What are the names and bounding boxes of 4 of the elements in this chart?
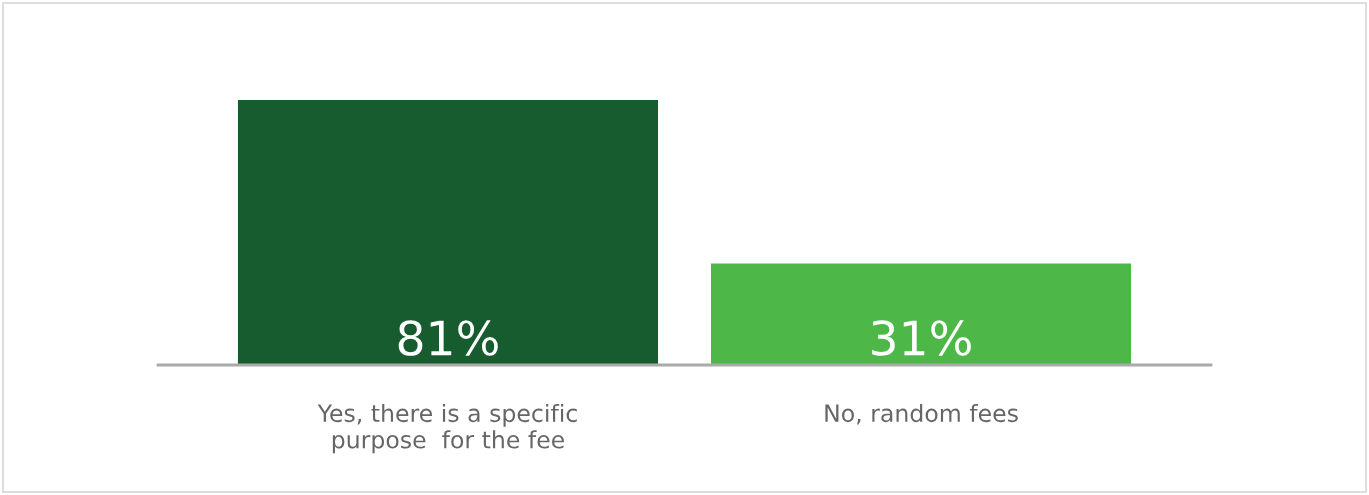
x-tick-label: No, random fees	[825, 403, 1018, 425]
data-label: 81%	[398, 320, 498, 356]
data-label: 31%	[872, 320, 971, 356]
x-tick-label: Yes, there is a specific purpose for the fee	[317, 403, 577, 454]
